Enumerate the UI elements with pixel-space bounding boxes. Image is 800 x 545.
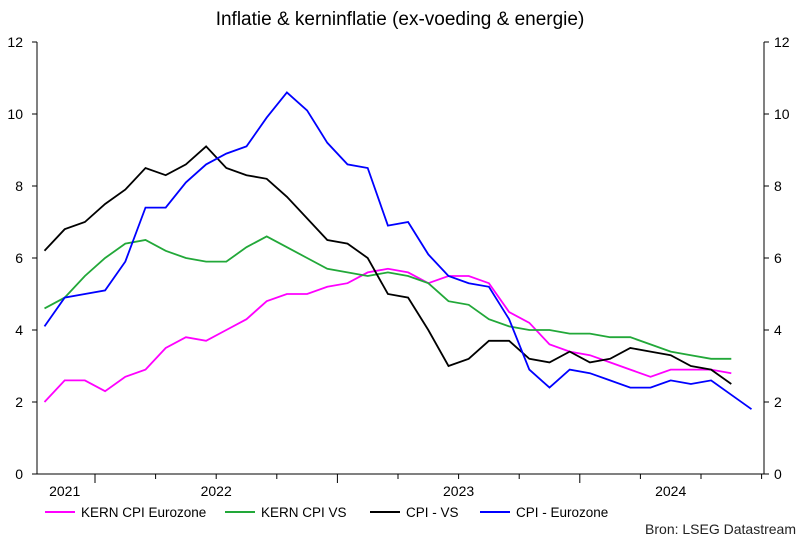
series-line-kern-cpi-vs: [45, 236, 732, 358]
series-line-cpi-eurozone: [45, 92, 752, 409]
series-line-kern-cpi-eurozone: [45, 269, 732, 402]
y-tick-label-right: 2: [774, 394, 782, 410]
y-tick-label-right: 10: [774, 106, 790, 122]
x-tick-label: 2023: [443, 483, 474, 499]
y-tick-label-left: 8: [15, 178, 23, 194]
y-tick-label-left: 6: [15, 250, 23, 266]
source-note: Bron: LSEG Datastream: [645, 521, 796, 537]
y-tick-label-left: 0: [15, 466, 23, 482]
y-tick-label-right: 8: [774, 178, 782, 194]
legend-label: CPI - VS: [406, 505, 459, 520]
x-tick-label: 2024: [655, 483, 686, 499]
y-tick-label-left: 10: [7, 106, 23, 122]
y-tick-label-right: 12: [774, 34, 790, 50]
legend-item: KERN CPI VS: [225, 505, 347, 520]
legend-item: CPI - VS: [370, 505, 459, 520]
y-tick-label-left: 4: [15, 322, 23, 338]
legend-item: CPI - Eurozone: [480, 505, 608, 520]
legend-item: KERN CPI Eurozone: [45, 505, 206, 520]
x-tick-label: 2022: [201, 483, 232, 499]
legend-label: CPI - Eurozone: [516, 505, 608, 520]
legend-label: KERN CPI Eurozone: [81, 505, 206, 520]
y-tick-label-left: 2: [15, 394, 23, 410]
y-tick-label-right: 6: [774, 250, 782, 266]
y-tick-label-right: 0: [774, 466, 782, 482]
series-line-cpi-vs: [45, 146, 732, 384]
x-tick-label: 2021: [49, 483, 80, 499]
y-tick-label-left: 12: [7, 34, 23, 50]
legend-label: KERN CPI VS: [261, 505, 347, 520]
chart-title: Inflatie & kerninflatie (ex-voeding & en…: [216, 9, 585, 30]
y-tick-label-right: 4: [774, 322, 782, 338]
